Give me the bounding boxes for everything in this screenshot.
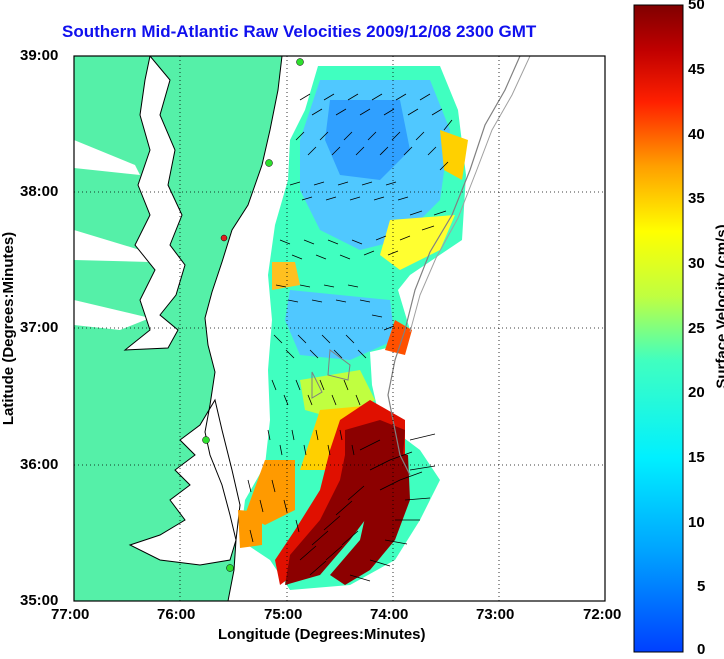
colorbar-tick: 30 [688, 255, 705, 272]
station-marker [265, 159, 273, 167]
colorbar-tick: 25 [688, 320, 705, 337]
colorbar-tick: 5 [697, 578, 706, 595]
station-marker [226, 564, 234, 572]
plot-border [73, 55, 606, 602]
y-tick: 38:00 [20, 183, 59, 200]
colorbar-tick: 15 [688, 449, 705, 466]
colorbar-label: Surface Velocity (cm/s) [713, 224, 724, 389]
grid-lines [74, 56, 605, 601]
x-axis-label: Longitude (Degrees:Minutes) [218, 626, 426, 643]
velocity-field [238, 66, 468, 590]
x-tick: 73:00 [476, 606, 515, 623]
depth-contour [387, 56, 521, 476]
colorbar-tick: 0 [697, 641, 706, 658]
colorbar-tick: 20 [688, 384, 705, 401]
x-tick: 75:00 [264, 606, 303, 623]
station-marker [220, 234, 228, 242]
colorbar [633, 4, 684, 653]
colorbar-tick: 35 [688, 190, 705, 207]
pamlico-sound [130, 400, 240, 565]
y-axis-label: Latitude (Degrees:Minutes) [0, 231, 18, 426]
chesapeake-bay [125, 56, 185, 350]
station-marker [202, 436, 210, 444]
y-tick: 35:00 [20, 592, 59, 609]
colorbar-tick: 40 [688, 126, 705, 143]
colorbar-tick: 50 [688, 0, 705, 13]
y-tick: 36:00 [20, 456, 59, 473]
colorbar-tick: 45 [688, 61, 705, 78]
x-tick: 77:00 [51, 606, 90, 623]
x-tick: 72:00 [583, 606, 622, 623]
y-tick: 37:00 [20, 319, 59, 336]
station-marker [296, 58, 304, 66]
x-tick: 74:00 [370, 606, 409, 623]
x-tick: 76:00 [157, 606, 196, 623]
y-tick: 39:00 [20, 47, 59, 64]
map-title: Southern Mid-Atlantic Raw Velocities 200… [62, 22, 537, 41]
colorbar-tick: 10 [688, 514, 705, 531]
